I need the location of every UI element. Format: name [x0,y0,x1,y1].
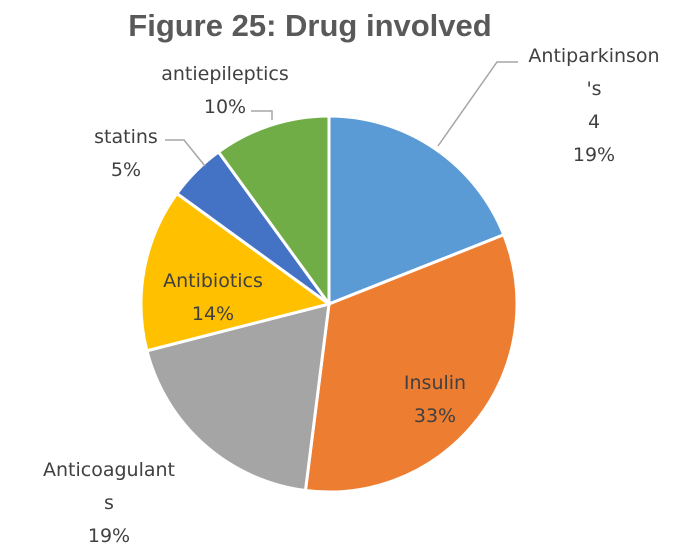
data-label-anticoagulants: Anticoagulant s 19% [43,459,175,547]
data-label-statins: statins 5% [94,126,158,181]
leader-lines [165,61,518,167]
pie-slice-anticoagulants [145,302,331,493]
data-label-antiepileptics: antiepileptics 10% [161,63,289,118]
data-label-antiparkinson-s-4: Antiparkinson's 4 19% [528,45,659,166]
data-labels: Antiparkinson's 4 19% Insulin 33% Anticoagula… [43,45,660,547]
slices-layer [139,114,519,494]
leader-line-statins [165,139,206,167]
leader-line-antiepileptics [251,110,273,120]
data-label-antibiotics: Antibiotics 14% [163,270,263,325]
pie-slice-antibiotics [139,192,331,353]
chart-title: Figure 25: Drug involved [128,8,492,43]
leader-line-antiparkinson-s-4 [437,61,518,147]
data-label-insulin: Insulin 33% [404,372,466,427]
pie-slice-insulin [303,233,519,494]
pie-slice-antiparkinson-s-4 [327,114,506,306]
pie-slice-antiepileptics [217,114,331,306]
